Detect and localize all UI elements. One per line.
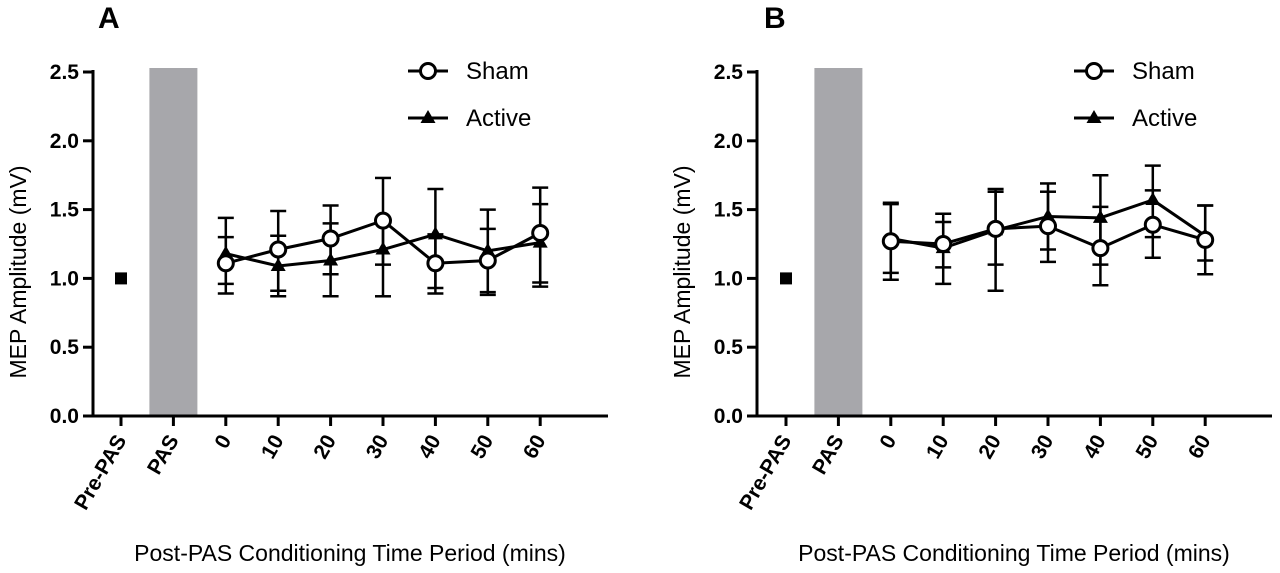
x-tick-label: 60 — [1184, 431, 1216, 463]
legend-label: Sham — [1132, 58, 1195, 85]
data-point-sham — [934, 235, 953, 253]
panel-letter: B — [764, 2, 786, 35]
data-point-sham — [1091, 239, 1110, 258]
pas-band — [149, 68, 198, 416]
x-tick-label: PAS — [143, 431, 184, 479]
legend-marker-active — [1086, 110, 1102, 123]
y-tick-label: 0.5 — [714, 336, 744, 359]
legend-label: Active — [466, 105, 531, 132]
y-tick-label: 1.5 — [50, 199, 80, 222]
x-tick-label: 40 — [414, 431, 446, 463]
x-tick-label: 30 — [362, 431, 394, 463]
x-tick-label: 30 — [1027, 431, 1059, 463]
data-point-sham — [478, 251, 497, 270]
legend-marker-sham — [419, 62, 437, 80]
y-tick-label: 1.0 — [714, 267, 743, 290]
y-axis-label: MEP Amplitude (mV) — [5, 165, 31, 378]
data-point-sham — [374, 211, 392, 230]
legend-label: Active — [1132, 105, 1197, 132]
data-point-sham — [881, 232, 900, 251]
x-tick-label: 20 — [309, 431, 341, 463]
x-tick-label: Pre-PAS — [735, 431, 796, 514]
legend-marker-sham — [1085, 62, 1103, 80]
y-tick-label: 2.5 — [714, 61, 744, 84]
pre-pas-marker — [115, 272, 127, 285]
x-tick-label: 60 — [519, 431, 551, 463]
legend-label: Sham — [466, 58, 529, 85]
y-axis-label: MEP Amplitude (mV) — [669, 165, 695, 378]
data-point-sham — [986, 219, 1005, 238]
data-point-sham — [321, 229, 340, 248]
y-tick-label: 0.0 — [50, 405, 79, 428]
y-tick-label: 0.5 — [50, 336, 80, 359]
data-point-sham — [1143, 215, 1162, 234]
x-tick-label: 50 — [467, 431, 499, 463]
x-tick-label: 50 — [1132, 431, 1164, 463]
x-tick-label: 10 — [257, 431, 289, 463]
x-tick-label: 10 — [922, 431, 954, 463]
data-point-sham — [216, 254, 235, 273]
data-point-sham — [426, 254, 445, 273]
y-tick-label: 1.5 — [714, 199, 744, 222]
x-tick-label: 20 — [974, 431, 1006, 463]
y-tick-label: 1.0 — [50, 267, 79, 290]
x-tick-label: 0 — [210, 431, 236, 453]
y-tick-label: 2.0 — [714, 130, 743, 153]
panel-letter: A — [98, 2, 120, 35]
y-tick-label: 2.0 — [50, 130, 79, 153]
pre-pas-marker — [780, 272, 792, 285]
x-tick-label: Pre-PAS — [70, 431, 131, 514]
legend-marker-active — [420, 110, 436, 123]
data-point-sham — [531, 223, 550, 242]
data-point-sham — [269, 240, 288, 259]
x-tick-label: 40 — [1079, 431, 1111, 463]
data-point-sham — [1039, 217, 1057, 236]
y-tick-label: 0.0 — [714, 405, 743, 428]
x-axis-label: Post-PAS Conditioning Time Period (mins) — [134, 540, 566, 566]
pas-band — [814, 68, 863, 416]
y-tick-label: 2.5 — [50, 61, 80, 84]
x-tick-label: PAS — [808, 431, 849, 479]
data-point-active — [427, 226, 443, 240]
x-axis-label: Post-PAS Conditioning Time Period (mins) — [798, 540, 1230, 566]
chart-panel-a: A 0.0 0.5 1.0 1.5 2.0 2.5 Pre-PAS PAS 0 10 20 30 40 5… — [5, 2, 608, 566]
chart-panel-b: B 0.0 0.5 1.0 1.5 2.0 2.5 Pre-PAS PAS 0 10 20 30 40 5… — [669, 2, 1272, 566]
x-tick-label: 0 — [875, 431, 901, 453]
data-point-sham — [1196, 230, 1215, 249]
